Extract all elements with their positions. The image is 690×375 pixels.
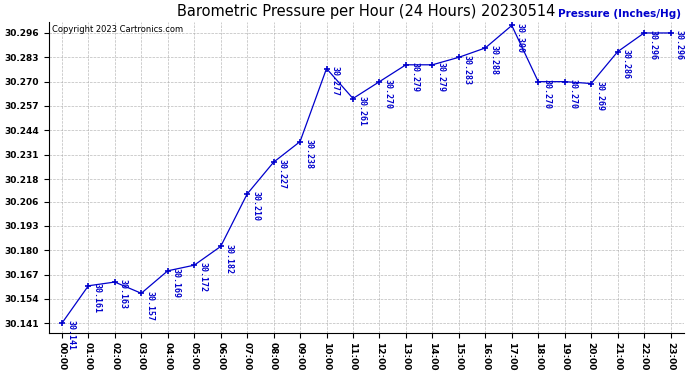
Text: 30.227: 30.227 xyxy=(278,159,287,189)
Text: 30.283: 30.283 xyxy=(463,54,472,84)
Text: 30.288: 30.288 xyxy=(489,45,498,75)
Text: 30.270: 30.270 xyxy=(569,79,578,109)
Text: 30.279: 30.279 xyxy=(437,62,446,92)
Text: 30.269: 30.269 xyxy=(595,81,604,111)
Text: 30.210: 30.210 xyxy=(251,191,260,221)
Text: 30.163: 30.163 xyxy=(119,279,128,309)
Text: 30.169: 30.169 xyxy=(172,268,181,298)
Text: 30.270: 30.270 xyxy=(542,79,551,109)
Title: Barometric Pressure per Hour (24 Hours) 20230514: Barometric Pressure per Hour (24 Hours) … xyxy=(177,4,555,19)
Text: Copyright 2023 Cartronics.com: Copyright 2023 Cartronics.com xyxy=(52,25,183,34)
Text: 30.157: 30.157 xyxy=(146,291,155,321)
Text: 30.277: 30.277 xyxy=(331,66,339,96)
Text: 30.182: 30.182 xyxy=(225,244,234,274)
Text: Pressure (Inches/Hg): Pressure (Inches/Hg) xyxy=(558,9,680,19)
Text: 30.161: 30.161 xyxy=(92,283,101,313)
Text: 30.261: 30.261 xyxy=(357,96,366,126)
Text: 30.286: 30.286 xyxy=(622,49,631,79)
Text: 30.296: 30.296 xyxy=(649,30,658,60)
Text: 30.279: 30.279 xyxy=(410,62,419,92)
Text: 30.270: 30.270 xyxy=(384,79,393,109)
Text: 30.238: 30.238 xyxy=(304,139,313,169)
Text: 30.141: 30.141 xyxy=(66,321,75,351)
Text: 30.296: 30.296 xyxy=(675,30,684,60)
Text: 30.172: 30.172 xyxy=(198,262,208,292)
Text: 30.300: 30.300 xyxy=(516,23,525,53)
